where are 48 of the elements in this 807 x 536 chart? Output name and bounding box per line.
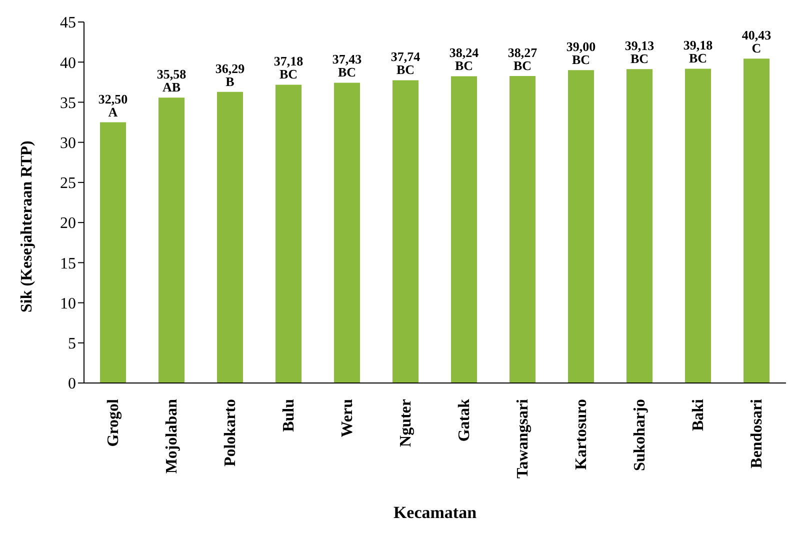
bar — [451, 76, 477, 383]
data-label: 39,00 BC — [566, 39, 596, 68]
data-label: 39,13 BC — [624, 38, 655, 66]
bar — [744, 58, 770, 383]
x-tick-label: Tawangsari — [514, 398, 532, 478]
y-tick-label: 30 — [60, 135, 76, 152]
bar — [100, 122, 126, 383]
x-tick-label: Grogol — [104, 398, 122, 447]
x-tick-label: Bendosari — [748, 398, 766, 468]
y-tick-label: 25 — [60, 175, 76, 192]
data-label: 37,18 BC — [274, 54, 304, 82]
bar — [158, 98, 184, 383]
bar — [685, 68, 711, 383]
x-tick-label: Kartosuro — [572, 399, 590, 470]
data-label: 39,18 BC — [683, 38, 714, 66]
bar — [568, 70, 594, 383]
y-tick-label: 35 — [60, 94, 76, 112]
x-tick-label: Gatak — [456, 398, 473, 442]
y-tick-label: 15 — [60, 255, 76, 272]
y-tick-label: 45 — [60, 14, 76, 32]
bar — [217, 92, 243, 383]
data-label: 35,58 AB — [156, 66, 187, 95]
data-label: 37,74 BC — [390, 49, 421, 78]
bar — [334, 82, 360, 383]
data-label: 38,24 BC — [449, 45, 480, 74]
y-tick-label: 5 — [68, 336, 76, 353]
x-axis-title: Kecamatan — [393, 503, 478, 522]
y-tick-label: 10 — [60, 295, 76, 312]
x-tick-label: Nguter — [397, 399, 414, 447]
x-tick-label: Weru — [338, 398, 356, 438]
data-label: 37,43 BC — [332, 52, 362, 80]
x-tick-label: Mojolaban — [163, 398, 180, 474]
x-tick-label: Polokarto — [222, 399, 239, 467]
data-label: 38,27 BC — [508, 44, 538, 73]
y-tick-label: 0 — [68, 376, 76, 393]
y-tick-label: 40 — [60, 54, 76, 72]
bar — [510, 76, 536, 383]
x-tick-label: Sukoharjo — [631, 399, 648, 472]
y-axis-title: Sik (Kesejahteraan RTP) — [18, 140, 36, 312]
data-label: 40,43 C — [742, 28, 772, 56]
bar — [392, 80, 418, 383]
x-tick-label: Baki — [690, 398, 707, 432]
bar — [276, 84, 302, 383]
data-label: 32,50 A — [98, 91, 128, 120]
y-tick-label: 20 — [60, 215, 76, 232]
data-label: 36,29 B — [215, 60, 246, 89]
bar — [626, 69, 652, 383]
x-tick-label: Bulu — [280, 398, 298, 432]
